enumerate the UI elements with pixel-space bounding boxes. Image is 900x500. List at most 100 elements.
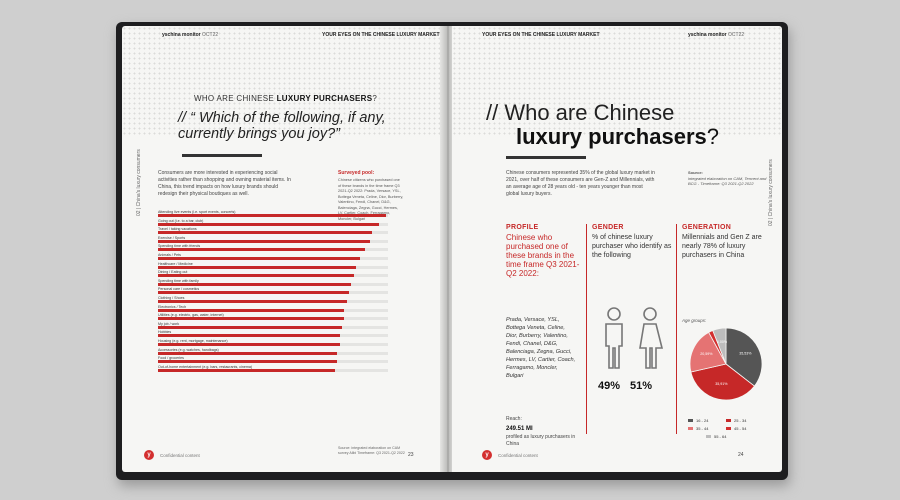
age-groups-label: Age groups:: [682, 318, 707, 323]
bar-row: Food / groceries: [158, 356, 388, 365]
bar-fill: [158, 299, 347, 303]
bar-row: Spending time with friends: [158, 244, 388, 253]
title-rule: [182, 154, 262, 157]
bar-fill: [158, 282, 352, 286]
bar-row: Out-of-home entertainment (e.g. bars, re…: [158, 365, 388, 374]
profile-subtitle: Chinese who purchased one of these brand…: [506, 233, 580, 278]
reach-label: Reach:: [506, 416, 522, 422]
right-header-section: YOUR EYES ON THE CHINESE LUXURY MARKET: [482, 32, 600, 38]
bar-fill: [158, 214, 386, 217]
legend-label: 25 - 34: [734, 418, 747, 423]
left-kicker: WHO ARE CHINESE LUXURY PURCHASERS?: [194, 94, 377, 103]
pie-slice: [725, 327, 763, 387]
title-rule: [506, 156, 586, 159]
bar-fill: [158, 256, 361, 260]
right-side-label: 02 | China's luxury consumers: [768, 159, 774, 226]
pie-slice-label: 35,91%: [715, 382, 728, 386]
left-page-number: 23: [408, 452, 414, 458]
bar-row: Utilities (e.g. electric, gas, water, in…: [158, 313, 388, 322]
issue-label: OCT22: [202, 32, 219, 38]
left-intro: Consumers are more interested in experie…: [158, 170, 291, 197]
legend-label: 16 - 24: [696, 418, 709, 423]
bar-fill: [158, 360, 338, 364]
bar-fill: [158, 274, 354, 278]
dot-pattern: [452, 26, 782, 136]
right-footer-text: Confidential content: [498, 453, 538, 458]
legend-swatch: [726, 419, 731, 423]
kicker-prefix: WHO ARE CHINESE: [194, 94, 277, 103]
bar-fill: [158, 248, 365, 252]
bar-row: Housing (e.g. rent, mortgage, maintenanc…: [158, 339, 388, 348]
joy-bar-chart: Attending live events (i.e. sport events…: [158, 210, 388, 373]
profile-heading: PROFILE: [506, 224, 539, 231]
bar-row: Attending live events (i.e. sport events…: [158, 210, 388, 219]
legend-item: 55 - 64: [706, 434, 726, 439]
column-divider: [676, 224, 677, 434]
bar-fill: [158, 351, 338, 355]
female-figure-icon: [639, 307, 664, 369]
pie-slice: [690, 363, 755, 401]
bar-fill: [158, 368, 336, 372]
bar-label: Hobbies: [158, 330, 172, 335]
bar-label: Clothing / Shoes: [158, 295, 185, 300]
bar-row: Healthcare / Medicine: [158, 262, 388, 271]
survey-question: // “ Which of the following, if any, cur…: [178, 110, 386, 142]
kicker-suffix: ?: [372, 94, 378, 103]
brand-name: yschina monitor: [688, 32, 727, 38]
bar-label: My job / work: [158, 321, 180, 326]
bar-label: Going out (i.e. to a bar, club): [158, 218, 204, 223]
bar-label: Travel / taking vacations: [158, 227, 197, 232]
bar-label: Spending time with friends: [158, 244, 201, 249]
bar-row: Exercise / Sports: [158, 236, 388, 245]
reach-value: 249.51 MI: [506, 426, 533, 432]
age-pie-chart: 35,53% 35,91% 20,59% 6,00%: [689, 327, 763, 401]
pie-slice: [712, 327, 727, 365]
bar-row: Accessories (e.g. watches, handbags): [158, 348, 388, 357]
bar-fill: [158, 265, 356, 269]
logo-icon: y: [144, 450, 154, 460]
gender-heading: GENDER: [592, 224, 624, 231]
title-suffix: ?: [706, 124, 719, 149]
pie-slice-label: 20,59%: [700, 352, 713, 356]
bar-fill: [158, 308, 345, 312]
profile-brands: Prada, Versace, YSL, Bottega Veneta, Cel…: [506, 317, 576, 379]
bar-label: Accessories (e.g. watches, handbags): [158, 347, 219, 352]
right-source: Source: integrated elaboration on CAM, T…: [688, 170, 768, 187]
left-source: Source: integrated elaboration on CAM su…: [338, 446, 405, 455]
right-header-brand: yschina monitor OCT22: [688, 32, 744, 38]
bar-row: Animals / Pets: [158, 253, 388, 262]
bar-label: Exercise / Sports: [158, 235, 186, 240]
source-text: integrated elaboration on CAM, Tencent a…: [688, 175, 767, 187]
generation-heading: GENERATION: [682, 224, 732, 231]
profile-column: PROFILE Chinese who purchased one of the…: [506, 224, 582, 278]
left-footer-text: Confidential content: [160, 453, 200, 458]
bar-label: Out-of-home entertainment (e.g. bars, re…: [158, 364, 253, 369]
bar-row: Clothing / Shoes: [158, 296, 388, 305]
generation-column: GENERATION Millennials and Gen Z are nea…: [682, 224, 762, 260]
title-bold: luxury purchasers: [516, 124, 707, 149]
bar-fill: [158, 291, 349, 295]
issue-label: OCT22: [728, 32, 745, 38]
gender-column: GENDER % of chinese luxury purchaser who…: [592, 224, 672, 260]
left-side-label: 02 | China's luxury consumers: [136, 149, 142, 216]
bar-label: Personal care / cosmetics: [158, 287, 200, 292]
legend-swatch: [726, 427, 731, 431]
legend-label: 45 - 54: [734, 426, 747, 431]
logo-icon: y: [482, 450, 492, 460]
left-page: yschina monitor OCT22 YOUR EYES ON THE C…: [122, 26, 444, 472]
bar-row: Going out (i.e. to a bar, club): [158, 219, 388, 228]
bar-label: Spending time with family: [158, 278, 199, 283]
kicker-bold: LUXURY PURCHASERS: [276, 94, 373, 103]
source-label: Source:: [688, 170, 703, 175]
pie-slice-label: 6,00%: [717, 340, 728, 344]
bar-fill: [158, 325, 342, 329]
pool-title: Surveyed pool:: [338, 170, 375, 176]
bar-label: Housing (e.g. rent, mortgage, maintenanc…: [158, 338, 228, 343]
bar-label: Dining / Eating out: [158, 270, 188, 275]
legend-item: 16 - 24: [688, 418, 708, 423]
left-header-section: YOUR EYES ON THE CHINESE LUXURY MARKET: [322, 32, 440, 38]
male-percentage: 49%: [598, 380, 621, 392]
bar-fill: [158, 317, 345, 321]
female-percentage: 51%: [630, 380, 653, 392]
bar-label: Food / groceries: [158, 356, 184, 361]
